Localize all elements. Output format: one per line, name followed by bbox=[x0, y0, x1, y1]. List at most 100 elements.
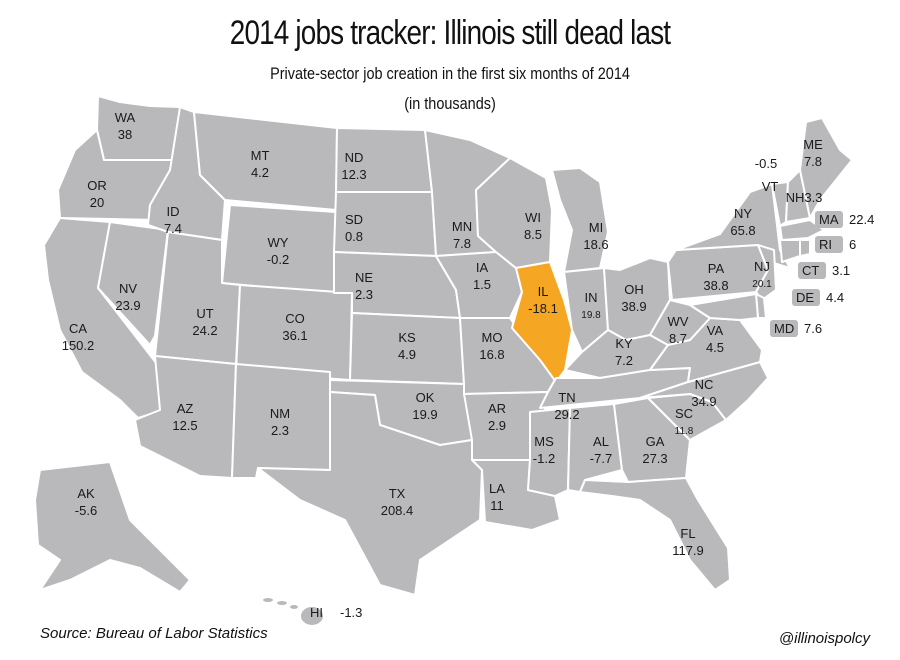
callout-abbr-hi: HI bbox=[310, 605, 323, 620]
state-value-wy: -0.2 bbox=[267, 252, 289, 267]
state-shape-me bbox=[799, 117, 853, 219]
state-abbr-tx: TX bbox=[389, 486, 406, 501]
state-value-nj: 20.1 bbox=[752, 279, 772, 290]
callout-box-de bbox=[792, 289, 820, 306]
state-abbr-mo: MO bbox=[482, 330, 503, 345]
state-value-al: -7.7 bbox=[590, 451, 612, 466]
state-abbr-wy: WY bbox=[268, 235, 289, 250]
state-label-nh: NH3.3 bbox=[786, 190, 823, 205]
callout-abbr-md: MD bbox=[774, 321, 794, 336]
callout-abbr-de: DE bbox=[796, 290, 814, 305]
state-value-va: 4.5 bbox=[706, 340, 724, 355]
state-shape-tx bbox=[257, 391, 483, 596]
state-value-fl: 117.9 bbox=[672, 543, 704, 558]
state-value-oh: 38.9 bbox=[621, 299, 646, 314]
state-shape-ma bbox=[779, 219, 825, 241]
state-value-id: 7.4 bbox=[164, 221, 182, 236]
state-abbr-tn: TN bbox=[558, 390, 575, 405]
state-abbr-ut: UT bbox=[196, 306, 213, 321]
state-abbr-pa: PA bbox=[708, 261, 725, 276]
state-value-sd: 0.8 bbox=[345, 229, 363, 244]
small-state-callouts: MA 22.4 RI 6 CT 3.1 DE 4.4 MD 7.6 HI -1.3 bbox=[310, 211, 874, 620]
state-abbr-il: IL bbox=[538, 284, 549, 299]
state-value-nh: 3.3 bbox=[804, 190, 822, 205]
callout-ct: CT 3.1 bbox=[798, 262, 850, 279]
state-shape-hi bbox=[261, 596, 325, 627]
state-abbr-ar: AR bbox=[488, 401, 506, 416]
state-value-ms: -1.2 bbox=[533, 451, 555, 466]
state-shape-ct bbox=[779, 239, 801, 263]
state-abbr-ky: KY bbox=[615, 336, 633, 351]
state-value-mi: 18.6 bbox=[583, 237, 608, 252]
state-value-wi: 8.5 bbox=[524, 227, 542, 242]
state-shape-ak bbox=[34, 461, 191, 593]
state-abbr-me: ME bbox=[803, 137, 823, 152]
callout-value-ri: 6 bbox=[849, 237, 856, 252]
state-abbr-wi: WI bbox=[525, 210, 541, 225]
state-abbr-wa: WA bbox=[115, 110, 136, 125]
state-abbr-wv: WV bbox=[668, 314, 689, 329]
callout-box-ma bbox=[815, 211, 843, 228]
units-note: (in thousands) bbox=[404, 94, 496, 113]
callout-ri: RI 6 bbox=[815, 236, 856, 253]
state-abbr-nd: ND bbox=[345, 150, 364, 165]
state-value-mn: 7.8 bbox=[453, 236, 471, 251]
state-value-me: 7.8 bbox=[804, 154, 822, 169]
state-abbr-ak: AK bbox=[77, 486, 95, 501]
state-abbr-oh: OH bbox=[624, 282, 644, 297]
state-abbr-ny: NY bbox=[734, 206, 752, 221]
state-value-ky: 7.2 bbox=[615, 353, 633, 368]
state-value-vt: -0.5 bbox=[755, 156, 777, 171]
state-value-co: 36.1 bbox=[282, 328, 307, 343]
state-value-tx: 208.4 bbox=[381, 503, 414, 518]
state-abbr-va: VA bbox=[707, 323, 724, 338]
map-subtitle: Private-sector job creation in the first… bbox=[270, 64, 630, 83]
state-value-ut: 24.2 bbox=[192, 323, 217, 338]
state-value-ok: 19.9 bbox=[412, 407, 437, 422]
callout-box-ri bbox=[815, 236, 843, 253]
state-value-la: 11 bbox=[490, 498, 504, 513]
state-value-ia: 1.5 bbox=[473, 277, 491, 292]
state-abbr-fl: FL bbox=[680, 526, 695, 541]
state-abbr-nh: NH bbox=[786, 190, 805, 205]
state-shape-md bbox=[689, 293, 759, 321]
twitter-handle: @illinoispolcy bbox=[778, 630, 870, 647]
state-value-wv: 8.7 bbox=[669, 331, 687, 346]
map-title: 2014 jobs tracker: Illinois still dead l… bbox=[229, 14, 671, 52]
state-value-sc: 11.8 bbox=[675, 426, 694, 437]
state-shape-wa bbox=[96, 95, 181, 161]
state-shape-fl bbox=[579, 477, 731, 591]
state-shape-ri bbox=[799, 239, 811, 257]
state-abbr-ok: OK bbox=[416, 390, 435, 405]
state-value-or: 20 bbox=[90, 195, 104, 210]
state-shapes bbox=[34, 95, 853, 627]
state-abbr-ga: GA bbox=[646, 434, 665, 449]
callout-value-ct: 3.1 bbox=[832, 263, 850, 278]
state-value-az: 12.5 bbox=[172, 418, 197, 433]
state-abbr-ne: NE bbox=[355, 270, 373, 285]
state-abbr-mn: MN bbox=[452, 219, 472, 234]
state-abbr-in: IN bbox=[585, 290, 598, 305]
state-value-wa: 38 bbox=[118, 127, 132, 142]
callout-hi: HI -1.3 bbox=[310, 605, 362, 620]
state-abbr-ms: MS bbox=[534, 434, 554, 449]
state-abbr-mi: MI bbox=[589, 220, 603, 235]
state-abbr-nj: NJ bbox=[754, 259, 770, 274]
state-abbr-ca: CA bbox=[69, 321, 87, 336]
state-abbr-sc: SC bbox=[675, 406, 693, 421]
callout-value-md: 7.6 bbox=[804, 321, 822, 336]
state-value-mo: 16.8 bbox=[479, 347, 504, 362]
state-abbr-mt: MT bbox=[251, 148, 270, 163]
callout-box-md bbox=[770, 320, 798, 337]
callout-abbr-ma: MA bbox=[819, 212, 839, 227]
state-abbr-ks: KS bbox=[398, 330, 416, 345]
callout-ma: MA 22.4 bbox=[815, 211, 874, 228]
state-abbr-co: CO bbox=[285, 311, 305, 326]
state-value-nv: 23.9 bbox=[115, 298, 140, 313]
callout-abbr-ri: RI bbox=[819, 237, 832, 252]
state-abbr-id: ID bbox=[167, 204, 180, 219]
state-abbr-nc: NC bbox=[695, 377, 714, 392]
state-value-ks: 4.9 bbox=[398, 347, 416, 362]
source-note: Source: Bureau of Labor Statistics bbox=[40, 625, 268, 642]
